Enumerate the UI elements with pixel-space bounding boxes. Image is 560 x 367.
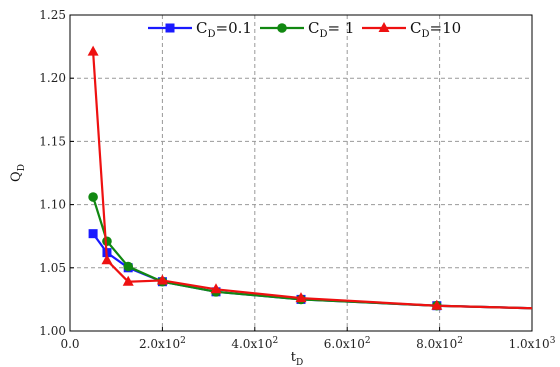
data-point (431, 299, 443, 310)
legend: CD=0.1 CD= 1 CD=10 (148, 19, 461, 40)
y-tick-label: 1.00 (39, 324, 66, 338)
legend-marker (165, 23, 175, 33)
y-axis-label: QD (9, 164, 27, 182)
series-line (92, 233, 533, 310)
plot-frame (69, 14, 533, 332)
series-triangle (87, 45, 533, 310)
data-point (122, 275, 134, 286)
y-tick-label: 1.15 (39, 134, 66, 148)
data-point (123, 261, 134, 272)
data-point (101, 254, 113, 265)
legend-label: CD=10 (410, 19, 461, 40)
y-tick-label: 1.05 (39, 261, 66, 275)
x-tick-label: 0.0 (60, 337, 79, 351)
data-point (156, 274, 168, 285)
legend-label: CD=0.1 (196, 19, 252, 40)
x-tick-label: 1.0x103 (509, 336, 556, 351)
y-tick-label: 1.10 (39, 198, 66, 212)
x-ticks: 0.0 2.0x102 4.0x102 6.0x102 8.0x102 1.0x103 (60, 327, 556, 351)
y-tick-label: 1.25 (39, 8, 66, 22)
data-point (88, 229, 98, 239)
grid-lines (70, 15, 532, 331)
legend-marker (277, 23, 287, 33)
x-axis-label: tD (291, 350, 303, 367)
series-line (92, 196, 533, 310)
x-tick-label: 4.0x102 (231, 336, 278, 351)
data-point (210, 283, 222, 294)
x-tick-label: 2.0x102 (139, 336, 186, 351)
y-tick-label: 1.20 (39, 71, 66, 85)
data-point (88, 192, 98, 202)
x-tick-label: 8.0x102 (416, 336, 463, 351)
y-ticks: 1.00 1.05 1.10 1.15 1.20 1.25 (39, 8, 74, 338)
series (87, 45, 533, 311)
legend-marker (378, 22, 390, 32)
legend-label: CD= 1 (308, 19, 354, 40)
series-circle (88, 192, 533, 311)
x-tick-label: 6.0x102 (324, 336, 371, 351)
data-point (295, 292, 307, 303)
series-line (92, 51, 533, 310)
data-point (87, 45, 99, 56)
